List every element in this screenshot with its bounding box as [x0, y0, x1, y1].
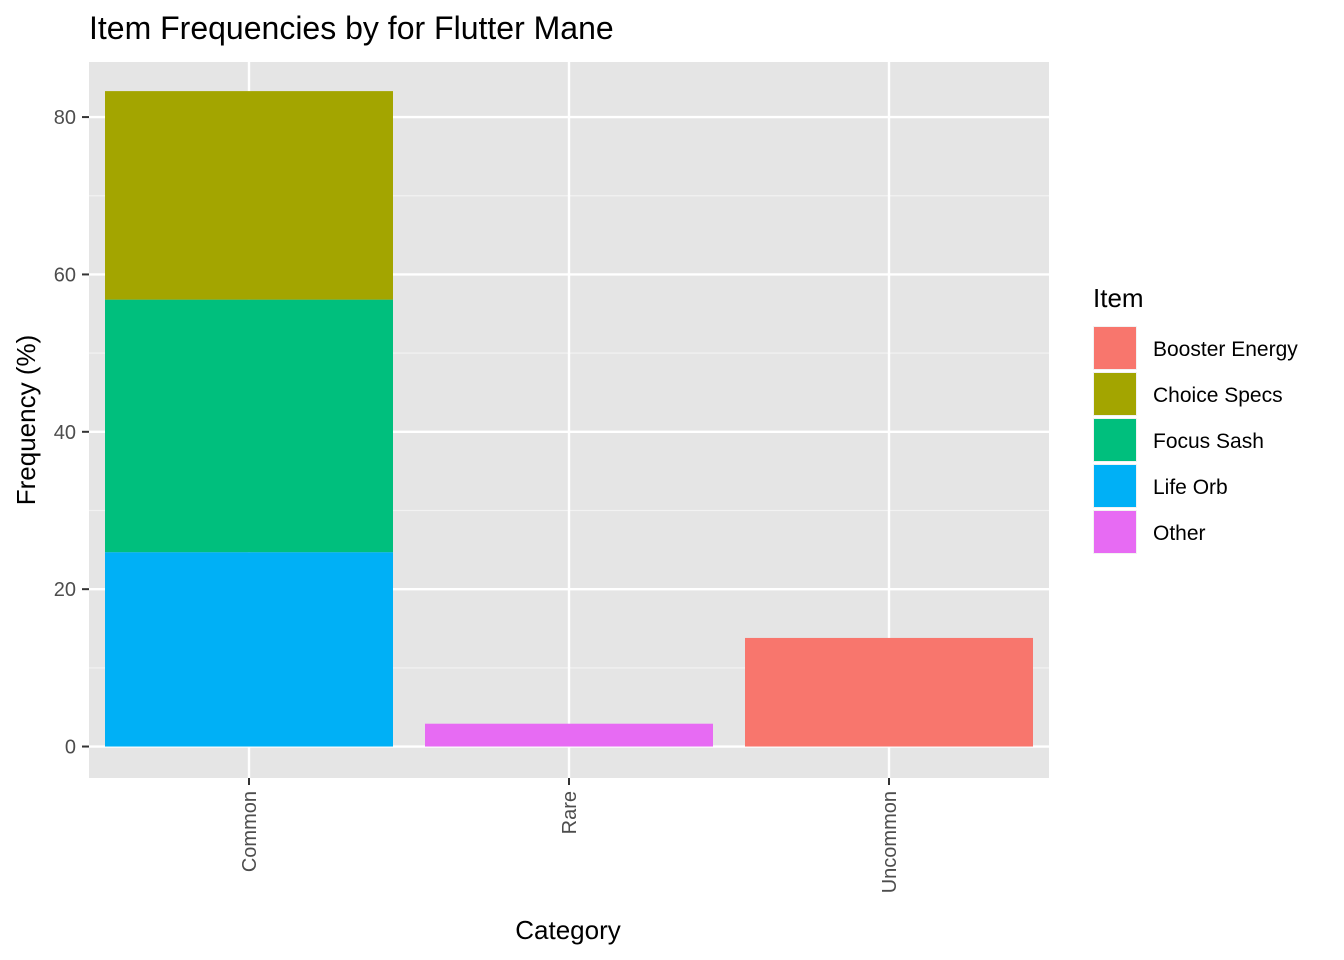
x-axis: Common Rare Uncommon — [239, 778, 901, 893]
bar-common-focus-sash — [105, 299, 393, 553]
y-axis-title: Frequency (%) — [11, 335, 41, 506]
y-axis: 0 20 40 60 80 — [54, 107, 89, 759]
legend-label: Focus Sash — [1153, 430, 1264, 453]
legend-swatch — [1094, 511, 1136, 553]
bar-rare-other — [425, 723, 713, 747]
legend-label: Other — [1153, 522, 1206, 545]
y-tick-label: 60 — [54, 264, 76, 286]
legend: Item Booster Energy Choice Specs Focus Sas… — [1093, 283, 1298, 554]
y-tick-label: 20 — [54, 579, 76, 601]
x-tick-label: Common — [239, 791, 261, 872]
legend-label: Life Orb — [1153, 476, 1228, 499]
y-tick-label: 40 — [54, 422, 76, 444]
y-tick-label: 0 — [65, 737, 76, 759]
x-tick-label: Rare — [559, 791, 581, 834]
x-tick-label: Uncommon — [879, 791, 901, 893]
legend-label: Booster Energy — [1153, 338, 1298, 361]
legend-label: Choice Specs — [1153, 384, 1283, 407]
y-tick-label: 80 — [54, 107, 76, 129]
legend-swatch — [1094, 373, 1136, 415]
legend-swatch — [1094, 327, 1136, 369]
bars — [105, 91, 1033, 747]
chart-title: Item Frequencies by for Flutter Mane — [89, 10, 614, 46]
legend-title: Item — [1093, 283, 1144, 313]
bar-common-life-orb — [105, 552, 393, 747]
bar-common-choice-specs — [105, 91, 393, 300]
bar-uncommon-booster-energy — [745, 637, 1033, 747]
legend-swatch — [1094, 419, 1136, 461]
legend-swatch — [1094, 465, 1136, 507]
x-axis-title: Category — [515, 915, 621, 945]
